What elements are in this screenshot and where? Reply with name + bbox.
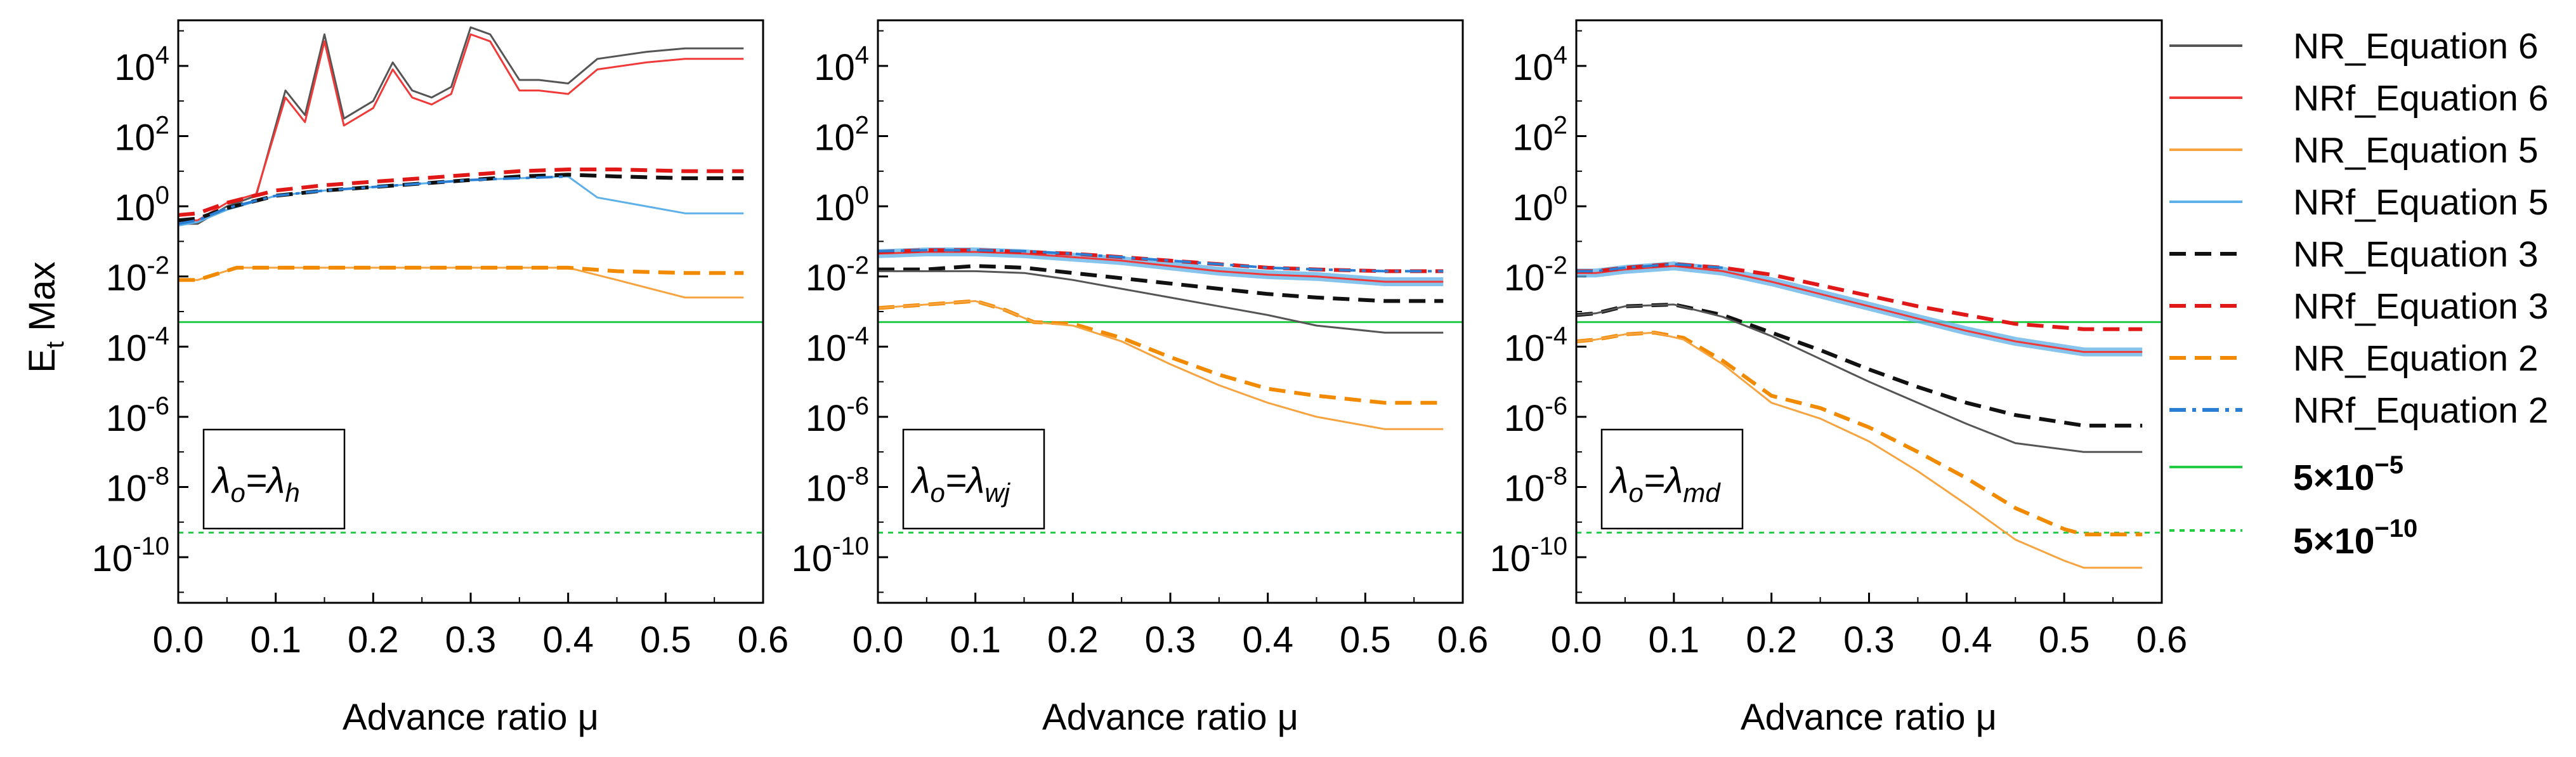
x-tick-label: 0.3 bbox=[445, 619, 497, 661]
x-axis-title-3: Advance ratio μ bbox=[1741, 697, 1997, 738]
legend-label: 5×10−10 bbox=[2293, 515, 2417, 562]
x-tick-label: 0.0 bbox=[153, 619, 204, 661]
y-tick-label: 10-2 bbox=[1504, 252, 1567, 299]
y-tick-label: 10-4 bbox=[106, 322, 169, 369]
y-tick-label: 10-8 bbox=[1504, 463, 1567, 510]
series-line bbox=[878, 264, 1444, 303]
panel-label-box bbox=[1600, 428, 1744, 530]
x-tick-label: 0.6 bbox=[738, 619, 789, 661]
x-tick-label: 0.2 bbox=[1047, 619, 1099, 661]
y-tick-label: 10-10 bbox=[1490, 532, 1567, 579]
legend-label: NRf_Equation 6 bbox=[2293, 78, 2548, 119]
plot-frame bbox=[877, 19, 1464, 604]
legend-label: NR_Equation 2 bbox=[2293, 338, 2539, 379]
x-tick-label: 0.4 bbox=[1242, 619, 1293, 661]
y-tick-label: 10-10 bbox=[792, 532, 869, 579]
x-tick-label: 0.3 bbox=[1145, 619, 1196, 661]
series-line bbox=[1576, 265, 2143, 353]
y-tick-label: 100 bbox=[114, 181, 169, 228]
panel-label-box bbox=[202, 428, 346, 530]
y-tick-label: 10-4 bbox=[1504, 322, 1567, 369]
y-tick-label: 10-4 bbox=[806, 322, 869, 369]
panel-lambda-h: 0.0 0.1 0.2 0.3 0.4 0.5 0.6 104 102 100 10-2 10-4 10… bbox=[92, 19, 789, 661]
series-line bbox=[1576, 331, 2143, 569]
y-axis-title: Et Max bbox=[22, 261, 69, 373]
y-tick-label: 10-6 bbox=[1504, 392, 1567, 439]
y-tick-label: 10-2 bbox=[106, 252, 169, 299]
x-tick-label: 0.5 bbox=[2039, 619, 2090, 661]
panel-label: λo=λh bbox=[211, 460, 300, 508]
series-line bbox=[878, 270, 1444, 334]
legend: NR_Equation 6 NRf_Equation 6 NR_Equation 5… bbox=[2169, 26, 2548, 562]
x-tick-label: 0.5 bbox=[640, 619, 691, 661]
series-line bbox=[1576, 302, 2143, 428]
y-tick-label: 100 bbox=[814, 181, 869, 228]
legend-label: NRf_Equation 5 bbox=[2293, 182, 2548, 223]
series-line bbox=[878, 249, 1444, 273]
y-tick-label: 104 bbox=[1512, 41, 1567, 88]
legend-label: NR_Equation 6 bbox=[2293, 26, 2539, 67]
series-line bbox=[1576, 262, 2143, 331]
x-tick-label: 0.0 bbox=[853, 619, 904, 661]
x-axis-title-2: Advance ratio μ bbox=[1042, 697, 1298, 738]
y-tick-label: 10-8 bbox=[106, 463, 169, 510]
x-axis-title-1: Advance ratio μ bbox=[343, 697, 599, 738]
x-tick-label: 0.1 bbox=[950, 619, 1001, 661]
legend-label: NR_Equation 5 bbox=[2293, 130, 2539, 171]
y-tick-label: 10-10 bbox=[92, 532, 169, 579]
panel-lambda-wj: 0.0 0.1 0.2 0.3 0.4 0.5 0.6 104 102 100 10-2 10-4 10… bbox=[792, 19, 1489, 661]
y-tick-label: 104 bbox=[814, 41, 869, 88]
legend-label: NR_Equation 3 bbox=[2293, 234, 2539, 275]
x-tick-label: 0.2 bbox=[348, 619, 399, 661]
x-tick-label: 0.3 bbox=[1843, 619, 1895, 661]
series-line bbox=[878, 300, 1444, 430]
y-tick-label: 104 bbox=[114, 41, 169, 88]
plot-frame bbox=[1575, 19, 2163, 604]
x-tick-label: 0.4 bbox=[542, 619, 594, 661]
legend-label: 5×10−5 bbox=[2293, 451, 2403, 498]
x-tick-label: 0.0 bbox=[1551, 619, 1602, 661]
series-line bbox=[178, 175, 568, 225]
y-tick-label: 100 bbox=[1512, 181, 1567, 228]
series-line bbox=[178, 175, 744, 227]
series-line bbox=[1576, 263, 1723, 273]
panel-label-box bbox=[902, 428, 1045, 530]
series-line bbox=[878, 299, 1444, 405]
y-tick-label: 10-6 bbox=[106, 392, 169, 439]
x-tick-label: 0.1 bbox=[1649, 619, 1700, 661]
x-tick-label: 0.4 bbox=[1941, 619, 1992, 661]
y-tick-label: 102 bbox=[814, 111, 869, 158]
panel-lambda-md: 0.0 0.1 0.2 0.3 0.4 0.5 0.6 104 102 100 10-2 10-4 10… bbox=[1490, 19, 2188, 661]
y-tick-label: 10-2 bbox=[806, 252, 869, 299]
x-tick-label: 0.6 bbox=[1437, 619, 1489, 661]
panel-label: λo=λmd bbox=[1609, 460, 1721, 508]
y-tick-label: 102 bbox=[1512, 111, 1567, 158]
y-tick-label: 10-8 bbox=[806, 463, 869, 510]
x-tick-label: 0.1 bbox=[250, 619, 301, 661]
y-tick-label: 10-6 bbox=[806, 392, 869, 439]
panel-label: λo=λwj bbox=[910, 460, 1011, 508]
series-line bbox=[178, 168, 744, 217]
series-line bbox=[1576, 261, 2143, 357]
series-line bbox=[178, 173, 744, 223]
series-line bbox=[1576, 303, 2143, 453]
legend-label: NRf_Equation 2 bbox=[2293, 390, 2548, 431]
series-line bbox=[178, 265, 744, 282]
x-tick-label: 0.5 bbox=[1340, 619, 1391, 661]
legend-label: NRf_Equation 3 bbox=[2293, 286, 2548, 327]
series-line bbox=[178, 33, 744, 221]
x-tick-label: 0.2 bbox=[1746, 619, 1797, 661]
plot-frame bbox=[177, 19, 764, 604]
y-tick-label: 102 bbox=[114, 111, 169, 158]
x-tick-label: 0.6 bbox=[2136, 619, 2188, 661]
